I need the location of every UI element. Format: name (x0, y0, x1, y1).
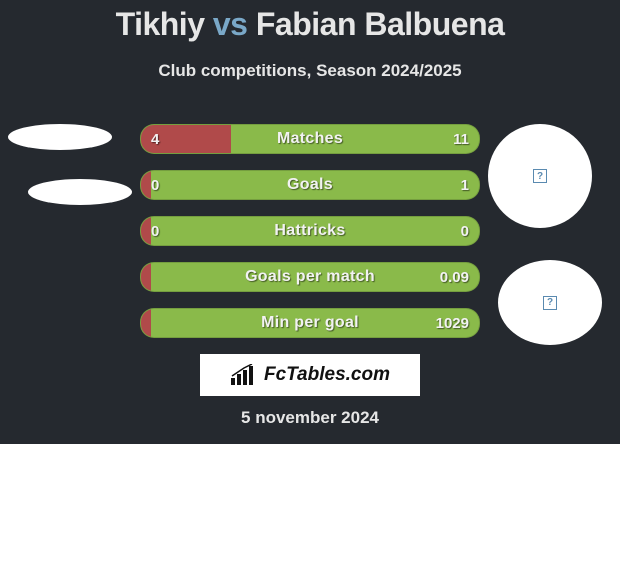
bar-label: Goals per match (141, 263, 479, 291)
bars-growth-icon (230, 364, 258, 386)
player2-name: Fabian Balbuena (256, 6, 505, 42)
player2-avatar-top: ? (488, 124, 592, 228)
question-mark-icon: ? (533, 169, 547, 183)
brand-box: FcTables.com (200, 354, 420, 396)
bar-value-right: 0 (461, 217, 469, 245)
brand-label: FcTables.com (264, 364, 390, 386)
player1-avatar-placeholder-bottom (28, 179, 132, 205)
vs-label: vs (213, 6, 248, 42)
bar-row: 0 Goals 1 (140, 170, 480, 200)
bar-row: 0 Hattricks 0 (140, 216, 480, 246)
player2-avatar-bottom: ? (498, 260, 602, 345)
bar-label: Hattricks (141, 217, 479, 245)
page-title: Tikhiy vs Fabian Balbuena (0, 0, 620, 43)
player1-name: Tikhiy (116, 6, 205, 42)
stats-panel: Tikhiy vs Fabian Balbuena Club competiti… (0, 0, 620, 444)
bar-value-right: 1 (461, 171, 469, 199)
bar-label: Matches (141, 125, 479, 153)
generated-date: 5 november 2024 (0, 408, 620, 428)
bar-row: Min per goal 1029 (140, 308, 480, 338)
bar-label: Goals (141, 171, 479, 199)
subtitle: Club competitions, Season 2024/2025 (0, 61, 620, 81)
bar-row: Goals per match 0.09 (140, 262, 480, 292)
bar-value-right: 1029 (436, 309, 469, 337)
bar-value-right: 11 (453, 125, 469, 153)
bar-value-right: 0.09 (440, 263, 469, 291)
question-mark-icon: ? (543, 296, 557, 310)
bar-row: 4 Matches 11 (140, 124, 480, 154)
bar-label: Min per goal (141, 309, 479, 337)
comparison-bars: 4 Matches 11 0 Goals 1 0 Hattricks 0 Goa… (140, 124, 480, 354)
player1-avatar-placeholder-top (8, 124, 112, 150)
